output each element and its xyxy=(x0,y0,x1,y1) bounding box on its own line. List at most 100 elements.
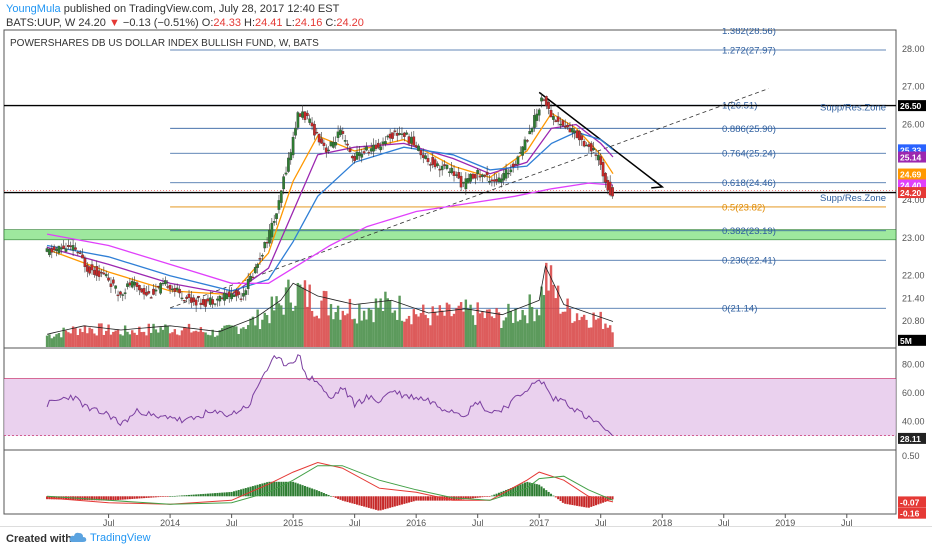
macd-histogram-bar xyxy=(351,496,354,504)
macd-tag xyxy=(898,507,926,519)
candle-body xyxy=(350,155,354,159)
volume-bar xyxy=(592,312,595,347)
macd-histogram-bar xyxy=(218,492,221,497)
volume-bar xyxy=(64,330,68,347)
candle-body xyxy=(504,169,508,179)
macd-histogram-bar xyxy=(102,496,105,501)
volume-bar xyxy=(495,308,498,347)
volume-bar xyxy=(483,318,486,347)
volume-bar xyxy=(601,328,605,347)
volume-bar xyxy=(566,298,569,347)
macd-histogram-bar xyxy=(353,496,356,505)
candle-body xyxy=(594,154,598,156)
volume-bar xyxy=(488,309,491,347)
macd-histogram-bar xyxy=(301,485,304,497)
candle-body xyxy=(220,297,224,299)
candle-body xyxy=(187,293,191,298)
candle-body xyxy=(599,156,603,165)
macd-histogram-bar xyxy=(270,481,273,497)
volume-bar xyxy=(545,262,548,347)
volume-bar xyxy=(249,318,252,347)
macd-histogram-bar xyxy=(542,488,545,497)
macd-histogram-bar xyxy=(344,496,347,502)
price-tick-label: 22.00 xyxy=(902,271,925,281)
volume-bar xyxy=(438,305,442,347)
support-box xyxy=(3,229,897,241)
macd-histogram-bar xyxy=(372,496,375,510)
volume-bar xyxy=(254,325,257,347)
volume-bar xyxy=(90,328,94,347)
candle-body xyxy=(327,149,330,152)
candle-body xyxy=(386,135,390,138)
macd-histogram-bar xyxy=(564,496,567,504)
volume-bar xyxy=(69,333,72,347)
candle-body xyxy=(566,124,569,128)
macd-histogram-bar xyxy=(53,496,56,500)
tradingview-logo[interactable]: TradingView xyxy=(90,532,151,544)
macd-histogram-bar xyxy=(365,496,368,508)
fib-label: 0.236(22.41) xyxy=(722,256,776,267)
candle-body xyxy=(225,294,229,300)
volume-bar xyxy=(575,313,579,347)
candle-body xyxy=(431,157,435,165)
author-link[interactable]: YoungMula xyxy=(6,3,61,15)
macd-histogram-bar xyxy=(512,487,515,497)
macd-histogram-bar xyxy=(256,484,259,497)
macd-histogram-bar xyxy=(467,496,470,499)
macd-histogram-bar xyxy=(150,496,153,498)
candle-body xyxy=(97,270,101,277)
candle-body xyxy=(223,292,226,301)
candle-body xyxy=(481,174,484,177)
macd-histogram-bar xyxy=(590,496,593,507)
macd-histogram-bar xyxy=(119,496,122,500)
volume-bar xyxy=(526,323,529,347)
macd-histogram-bar xyxy=(363,496,366,507)
candle-body xyxy=(355,151,359,160)
candle-body xyxy=(137,285,141,291)
macd-histogram-bar xyxy=(117,496,120,500)
volume-bar xyxy=(443,315,446,347)
price-tag-label: 24.69 xyxy=(900,170,922,180)
macd-histogram-bar xyxy=(173,495,176,497)
candle-body xyxy=(64,248,68,252)
volume-bar xyxy=(128,334,132,347)
chart-canvas[interactable]: POWERSHARES DB US DOLLAR INDEX BULLISH F… xyxy=(0,28,932,526)
macd-histogram-bar xyxy=(382,496,385,510)
volume-bar xyxy=(481,311,484,347)
macd-histogram-bar xyxy=(176,495,179,497)
candle-body xyxy=(90,264,94,271)
macd-tick-label: 0.50 xyxy=(902,451,920,461)
candle-body xyxy=(111,279,115,284)
candle-body xyxy=(251,276,255,279)
candle-body xyxy=(303,111,307,120)
volume-bar xyxy=(478,313,482,347)
candle-body xyxy=(419,149,423,156)
open-label: O: xyxy=(201,17,214,29)
volume-bar xyxy=(256,309,259,347)
volume-bar xyxy=(568,308,572,347)
macd-histogram-bar xyxy=(481,496,484,498)
candle-body xyxy=(88,266,92,274)
volume-bar xyxy=(464,299,468,347)
volume-bar xyxy=(67,332,70,347)
candle-body xyxy=(604,172,607,183)
macd-histogram-bar xyxy=(448,496,451,501)
volume-bar xyxy=(405,318,408,347)
candle-body xyxy=(161,282,165,285)
macd-histogram-bar xyxy=(403,496,406,504)
macd-histogram-bar xyxy=(287,481,290,497)
candle-body xyxy=(123,292,127,295)
macd-histogram-bar xyxy=(346,496,349,503)
candle-body xyxy=(554,120,558,123)
candle-body xyxy=(459,175,463,188)
candle-body xyxy=(485,172,489,176)
macd-histogram-bar xyxy=(211,493,214,497)
candle-body xyxy=(180,297,184,300)
macd-histogram-bar xyxy=(112,496,115,501)
macd-histogram-bar xyxy=(393,496,396,507)
macd-histogram-bar xyxy=(358,496,361,506)
candle-body xyxy=(483,174,487,177)
volume-bar xyxy=(414,314,418,347)
macd-histogram-bar xyxy=(356,496,359,505)
candle-body xyxy=(253,267,257,274)
